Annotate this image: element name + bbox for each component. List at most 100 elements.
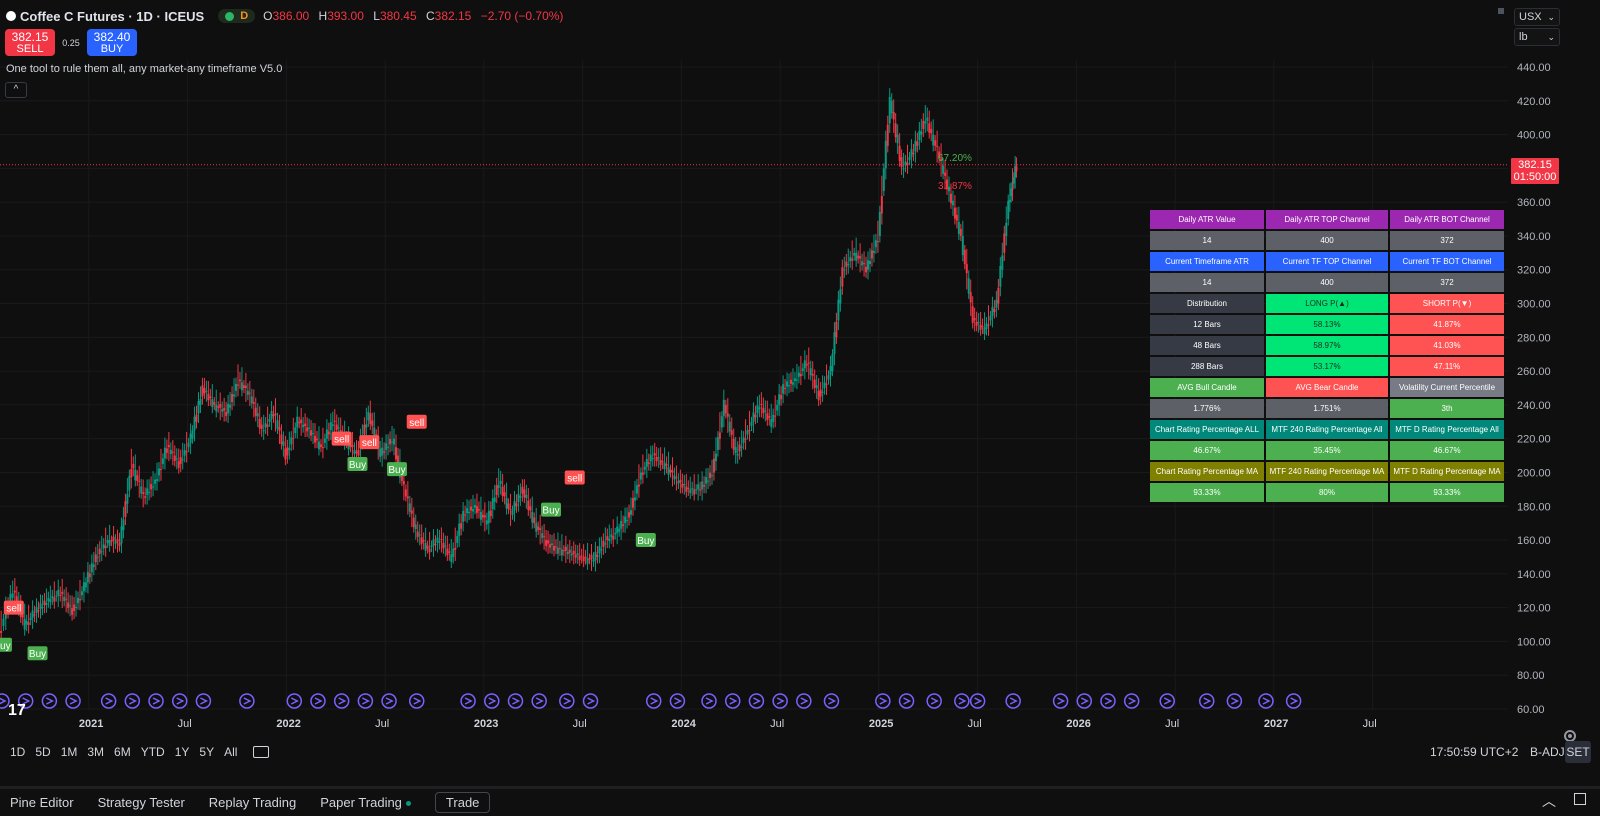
candle-body: [639, 472, 642, 480]
stats-cell: 372: [1390, 273, 1504, 292]
range-all[interactable]: All: [224, 745, 238, 759]
session-toggle[interactable]: SET: [1565, 741, 1591, 763]
price-tick-label: 60.00: [1517, 704, 1545, 716]
candle-body: [657, 457, 660, 459]
stats-cell: 53.17%: [1266, 357, 1388, 376]
candle-body: [924, 121, 927, 124]
candle-body: [163, 447, 166, 459]
candle-body: [373, 427, 376, 440]
price-tick-label: 100.00: [1517, 636, 1551, 648]
candle-body: [138, 480, 141, 482]
candle-body: [707, 480, 710, 482]
candle-body: [106, 540, 109, 543]
collapse-indicators-button[interactable]: ^: [5, 82, 27, 98]
candle-body: [244, 385, 247, 388]
event-marker-icon: [701, 693, 717, 709]
price-chart[interactable]: sell Buy Buy sell sell Buy Buy sell sell Buy Buy 4…: [0, 0, 1600, 738]
candle-body: [934, 140, 937, 146]
candle-body: [213, 402, 216, 405]
ohlc-open: 386.00: [272, 9, 310, 23]
candle-body: [69, 605, 72, 607]
unit-select[interactable]: lb ⌄: [1514, 28, 1560, 46]
symbol-title[interactable]: Coffee C Futures · 1D · ICEUS: [20, 8, 205, 24]
arrow-icon: [314, 697, 323, 705]
candle-body: [568, 549, 571, 553]
date-range-icon[interactable]: [253, 746, 270, 758]
range-ytd[interactable]: YTD: [140, 745, 165, 759]
buy-signal-box: [541, 502, 562, 517]
chevron-up-icon[interactable]: ︿: [1542, 793, 1556, 809]
sell-button[interactable]: 382.15 SELL: [5, 29, 55, 56]
maximize-icon[interactable]: [1498, 8, 1504, 14]
candle-body: [679, 479, 682, 483]
candle-body: [477, 509, 480, 511]
candle-body: [825, 383, 828, 385]
tab-strategy-tester[interactable]: Strategy Tester: [97, 795, 185, 810]
candle-body: [511, 510, 514, 515]
maximize-panel-icon[interactable]: [1574, 793, 1586, 805]
candle-body: [464, 514, 467, 516]
tradingview-logo[interactable]: 17: [8, 702, 26, 719]
candle-body: [953, 207, 956, 219]
sell-label: SELL: [16, 43, 44, 55]
candle-body: [839, 289, 842, 304]
current-price-tag: 382.15 01:50:00: [1511, 158, 1559, 184]
candle-body: [902, 168, 905, 170]
market-status-pill[interactable]: D: [218, 9, 256, 23]
arrow-icon: [290, 697, 299, 705]
candle-body: [888, 96, 891, 124]
candle-body: [811, 373, 814, 376]
candle-body: [681, 483, 684, 488]
range-1m[interactable]: 1M: [60, 745, 78, 759]
range-5d[interactable]: 5D: [35, 745, 51, 759]
arrow-icon: [464, 697, 473, 705]
badj-toggle[interactable]: B-ADJ: [1530, 745, 1565, 759]
event-marker-icon: [772, 693, 788, 709]
candle-body: [675, 477, 678, 479]
tab-replay-trading[interactable]: Replay Trading: [208, 795, 297, 810]
tab-paper-trading-wrap[interactable]: Paper Trading: [320, 795, 411, 810]
candle-body: [517, 494, 520, 503]
candle-body: [98, 548, 101, 555]
candle-body: [78, 599, 81, 601]
time-tick-label: Jul: [1165, 718, 1179, 730]
sell-signal-label: sell: [6, 604, 21, 615]
stats-cell: 400: [1266, 273, 1388, 292]
current-price-value: 382.15: [1518, 159, 1552, 171]
candle-body: [645, 458, 648, 467]
indicator-title[interactable]: One tool to rule them all, any market-an…: [6, 63, 283, 75]
price-tick-label: 180.00: [1517, 501, 1551, 513]
ohlc-close: 382.15: [434, 9, 472, 23]
candle-body: [65, 598, 68, 600]
candle-body: [1001, 255, 1004, 270]
event-marker-icon: [484, 693, 500, 709]
tab-trade[interactable]: Trade: [434, 792, 491, 813]
range-1d[interactable]: 1D: [10, 745, 26, 759]
range-5y[interactable]: 5Y: [199, 745, 215, 759]
candle-body: [88, 573, 91, 578]
candle-body: [96, 556, 99, 558]
candle-body: [450, 554, 453, 563]
clock[interactable]: 17:50:59 UTC+2: [1430, 745, 1519, 759]
tab-pine-editor[interactable]: Pine Editor: [10, 795, 74, 810]
range-3m[interactable]: 3M: [87, 745, 105, 759]
candle-body: [144, 496, 147, 498]
candle-body: [590, 554, 593, 560]
range-6m[interactable]: 6M: [114, 745, 131, 759]
stats-cell: 1.751%: [1266, 399, 1388, 418]
candle-body: [159, 469, 162, 471]
candle-body: [851, 258, 854, 261]
down-percent-label: 31.87%: [938, 181, 972, 192]
candle-body: [383, 451, 386, 453]
candle-body: [501, 486, 504, 496]
range-1y[interactable]: 1Y: [174, 745, 190, 759]
currency-select[interactable]: USX ⌄: [1514, 8, 1560, 26]
candle-body: [521, 486, 524, 494]
candle-body: [633, 497, 636, 501]
event-marker-icon: [898, 693, 915, 709]
buy-signal-box: [27, 646, 48, 661]
status-letter: D: [240, 10, 249, 22]
candle-body: [744, 438, 747, 440]
symbol-legend[interactable]: Coffee C Futures · 1D · ICEUS D O386.00 …: [6, 6, 569, 26]
buy-button[interactable]: 382.40 BUY: [87, 29, 137, 56]
